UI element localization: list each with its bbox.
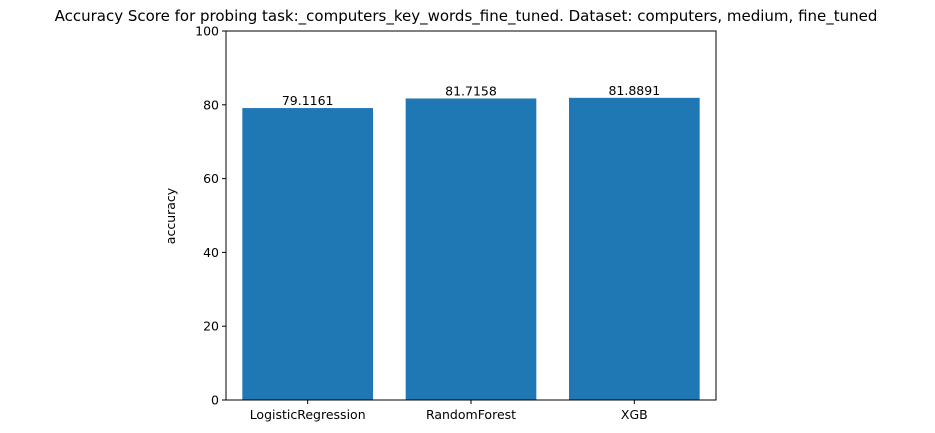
x-tick-label: RandomForest [426, 407, 516, 422]
y-tick-label: 80 [203, 97, 219, 112]
y-tick-label: 100 [195, 24, 219, 39]
data-label: 81.8891 [608, 83, 660, 98]
data-label: 79.1161 [282, 93, 334, 108]
bar-xgb [569, 97, 700, 400]
chart-title: Accuracy Score for probing task:_compute… [55, 7, 878, 26]
plot-frame [225, 30, 717, 401]
bar-logisticregression [242, 108, 373, 401]
ticks-group: LogisticRegression RandomForest XGB 0 20 40 60… [195, 24, 648, 423]
bar-randomforest [405, 98, 537, 401]
y-tick-label: 40 [203, 245, 219, 260]
x-tick-label: XGB [621, 407, 648, 422]
bars-group: 79.1161 81.7158 81.8891 [242, 83, 700, 401]
y-tick-label: 60 [203, 171, 219, 186]
y-axis-label: accuracy [163, 187, 178, 244]
data-label: 81.7158 [445, 83, 497, 98]
y-tick-label: 0 [211, 393, 219, 408]
y-tick-label: 20 [203, 319, 219, 334]
x-tick-label: LogisticRegression [250, 407, 366, 422]
